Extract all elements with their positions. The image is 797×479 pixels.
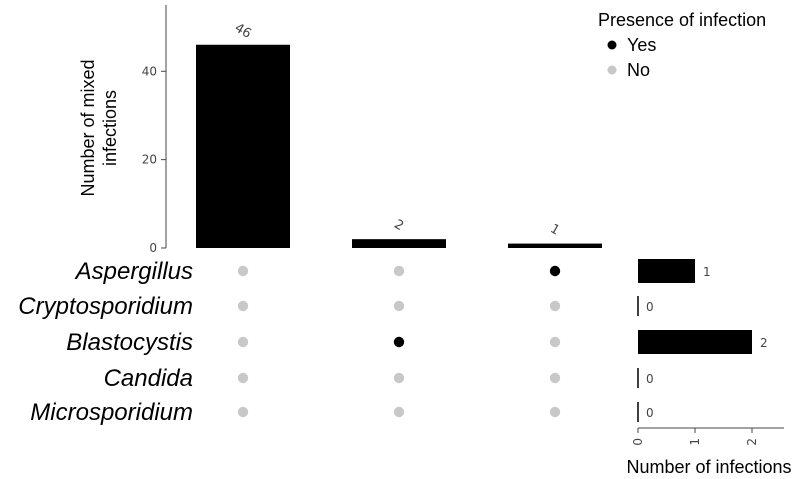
matrix-dot-absent [237,406,249,418]
legend-label-yes: Yes [627,35,656,55]
matrix-dot-present [393,336,405,348]
intersection-axis-title: infections [100,90,120,166]
intersection-bar-label: 2 [391,217,406,234]
matrix-dot-absent [237,300,249,312]
intersection-bar-label: 46 [232,21,254,42]
set-size-bar-label: 1 [703,265,711,279]
intersection-axis-title: Number of mixed [78,59,98,196]
legend-label-no: No [627,60,650,80]
matrix-dot-absent [393,406,405,418]
matrix-dot-absent [237,372,249,384]
set-name-label: Candida [104,365,193,392]
matrix-dot-absent [549,406,561,418]
matrix-dot-absent [237,336,249,348]
matrix-dot-absent [549,336,561,348]
intersection-y-tick-label: 0 [149,241,157,255]
set-size-bar [638,259,695,283]
set-name-label: Blastocystis [66,329,193,356]
set-size-x-tick-label: 1 [688,438,702,446]
set-size-bar-label: 0 [646,406,654,420]
matrix-dot-absent [549,372,561,384]
matrix-dot-absent [549,300,561,312]
matrix-dot-absent [393,372,405,384]
set-size-x-tick-label: 0 [631,438,645,446]
matrix-dot-absent [393,265,405,277]
set-name-label: Microsporidium [30,399,193,426]
intersection-bar [196,44,290,248]
legend-title: Presence of infection [598,10,766,30]
set-size-bar-label: 2 [760,336,768,350]
legend-swatch-no [607,65,617,75]
legend-swatch-yes [607,40,617,50]
intersection-bar-label: 1 [547,221,562,238]
set-size-axis-title: Number of infections [626,457,791,477]
set-name-label: Aspergillus [74,258,193,285]
set-size-x-tick-label: 2 [745,438,759,446]
matrix-dot-present [549,265,561,277]
intersection-y-tick-label: 40 [142,64,157,78]
set-size-bar [638,330,752,354]
set-name-label: Cryptosporidium [18,293,193,320]
set-size-bar-label: 0 [646,300,654,314]
intersection-bar [352,239,446,248]
intersection-bar [508,243,602,248]
intersection-y-tick-label: 20 [142,153,157,167]
matrix-dot-absent [393,300,405,312]
matrix-dot-absent [237,265,249,277]
set-size-bar-label: 0 [646,372,654,386]
